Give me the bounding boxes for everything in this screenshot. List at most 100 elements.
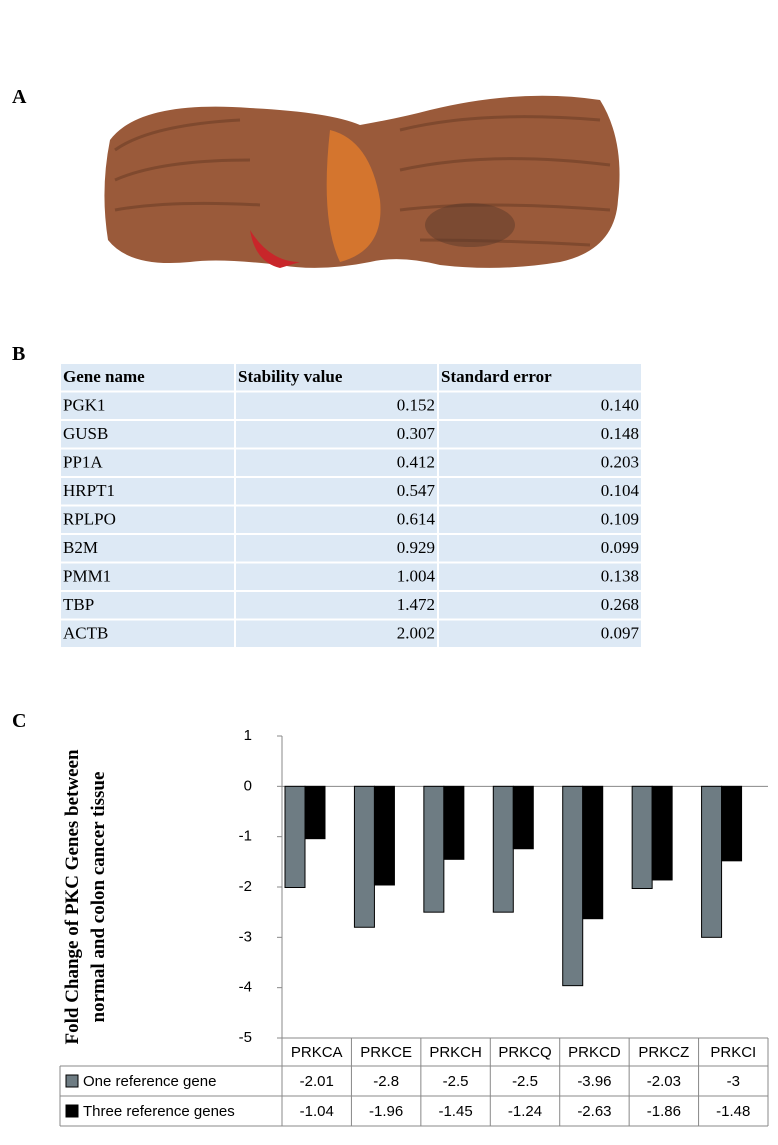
table-cell (234, 476, 439, 507)
data-table-value: -1.86 (647, 1103, 681, 1120)
data-table-value: -1.45 (438, 1103, 472, 1120)
bar (631, 785, 653, 890)
table-cell-text: 0.099 (601, 538, 639, 557)
table-header: Gene name (63, 367, 145, 386)
bar (304, 785, 326, 840)
table-cell-text: 0.148 (601, 424, 639, 443)
y-tick-label: -5 (239, 1029, 252, 1046)
table-cell (59, 561, 236, 592)
table-cell (437, 390, 643, 421)
table-cell-text: 0.152 (397, 396, 435, 415)
legend-swatch (65, 1074, 79, 1088)
data-table-value: -3 (727, 1073, 740, 1090)
bar (562, 785, 584, 987)
table-cell (437, 590, 643, 621)
table-cell-text: 0.929 (397, 538, 435, 557)
table-cell (234, 561, 439, 592)
table-cell-text: 1.472 (397, 595, 435, 614)
table-cell-text: 1.004 (397, 567, 436, 586)
bar-chart: Fold Change of PKC Genes between normal a… (59, 727, 769, 1127)
x-tick-label: PRKCE (360, 1044, 412, 1061)
data-table-value: -1.48 (716, 1103, 750, 1120)
table-cell-text: B2M (63, 538, 98, 557)
y-axis-label: normal and colon cancer tissue (88, 772, 109, 1023)
table-cell (437, 561, 643, 592)
stability-table: Gene name Stability value Standard error PG… (59, 362, 643, 649)
table-cell (59, 533, 236, 564)
table-cell (437, 533, 643, 564)
table-cell (59, 447, 236, 478)
panel-label: A (12, 86, 27, 108)
data-table-value: -1.24 (508, 1103, 542, 1120)
x-tick-label: PRKCZ (638, 1044, 689, 1061)
bar (373, 785, 395, 886)
table-cell (234, 533, 439, 564)
bar (284, 785, 306, 889)
panel-label: C (12, 710, 26, 732)
table-cell (437, 504, 643, 535)
table-cell-text: 0.268 (601, 595, 639, 614)
table-cell-text: RPLPO (63, 510, 116, 529)
table-cell-text: PGK1 (63, 396, 106, 415)
table-cell (437, 618, 643, 649)
bar (721, 785, 743, 862)
legend-label: Three reference genes (83, 1103, 235, 1120)
table-cell-text: 0.104 (601, 481, 640, 500)
table-cell (234, 419, 439, 450)
y-tick-label: -1 (239, 828, 252, 845)
data-table-value: -2.5 (443, 1073, 469, 1090)
table-cell-text: 0.307 (397, 424, 436, 443)
table-cell (437, 447, 643, 478)
table-cell-text: 0.140 (601, 396, 639, 415)
legend-swatch (65, 1104, 79, 1118)
data-table-value: -2.5 (512, 1073, 538, 1090)
table-cell-text: 2.002 (397, 624, 435, 643)
bar (423, 785, 445, 913)
bar (651, 785, 673, 881)
table-cell-text: 0.109 (601, 510, 639, 529)
table-cell (59, 504, 236, 535)
table-cell-text: 0.412 (397, 453, 435, 472)
data-table-value: -2.01 (300, 1073, 334, 1090)
bar (443, 785, 465, 860)
table-cell-text: PMM1 (63, 567, 111, 586)
bar (492, 785, 514, 913)
x-tick-label: PRKCQ (498, 1044, 551, 1061)
bar (582, 785, 604, 920)
panel-label: B (12, 343, 25, 365)
data-table-value: -2.63 (577, 1103, 611, 1120)
table-cell (234, 618, 439, 649)
table-cell-text: ACTB (63, 624, 108, 643)
table-cell-text: 0.614 (397, 510, 436, 529)
table-cell-text: PP1A (63, 453, 103, 472)
y-tick-label: -2 (239, 878, 252, 895)
table-cell-text: TBP (63, 595, 94, 614)
bar (701, 785, 723, 938)
y-tick-label: -3 (239, 928, 252, 945)
y-axis-label: Fold Change of PKC Genes between (62, 749, 83, 1044)
tissue-photo (104, 95, 620, 268)
table-cell-text: GUSB (63, 424, 108, 443)
bar (353, 785, 375, 928)
table-cell-text: HRPT1 (63, 481, 115, 500)
table-header: Stability value (238, 367, 343, 386)
table-cell-text: 0.097 (601, 624, 640, 643)
bar (512, 785, 534, 850)
x-tick-label: PRKCI (710, 1044, 756, 1061)
legend-label: One reference gene (83, 1073, 216, 1090)
data-table-value: -2.8 (373, 1073, 399, 1090)
data-table-value: -1.96 (369, 1103, 403, 1120)
table-header: Standard error (441, 367, 552, 386)
data-table-value: -3.96 (577, 1073, 611, 1090)
y-tick-label: -4 (239, 979, 252, 996)
x-tick-label: PRKCA (291, 1044, 343, 1061)
x-tick-label: PRKCD (568, 1044, 621, 1061)
table-cell-text: 0.547 (397, 481, 436, 500)
table-cell (59, 618, 236, 649)
y-tick-label: 0 (244, 777, 252, 794)
y-tick-label: 1 (244, 727, 252, 744)
table-cell (234, 504, 439, 535)
table-cell-text: 0.138 (601, 567, 639, 586)
